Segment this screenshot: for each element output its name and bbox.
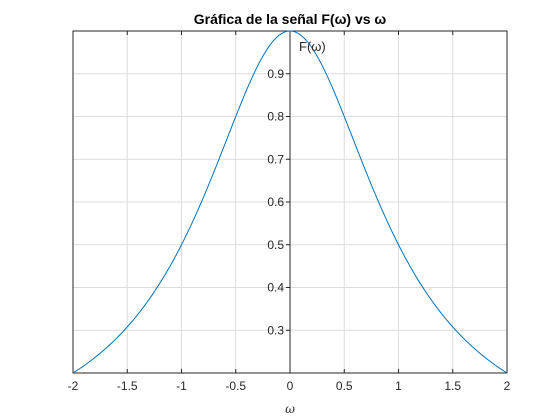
chart-title: Gráfica de la señal F(ω) vs ω bbox=[194, 11, 387, 27]
y-tick-label: 0.9 bbox=[267, 67, 284, 81]
y-tick-label: 0.7 bbox=[267, 152, 284, 166]
y-tick-label: 0.3 bbox=[267, 323, 284, 337]
x-tick-label: 0.5 bbox=[336, 379, 353, 393]
x-tick-label: -0.5 bbox=[225, 379, 246, 393]
series-layer bbox=[72, 30, 508, 374]
x-tick-label: 1 bbox=[395, 379, 402, 393]
x-axis-label: ω bbox=[285, 402, 295, 416]
y-tick-label: 0.8 bbox=[267, 110, 284, 124]
y-tick-label: 0.5 bbox=[267, 238, 284, 252]
y-tick-label: 0.4 bbox=[267, 281, 284, 295]
x-tick-label: 0 bbox=[287, 379, 294, 393]
series-line bbox=[72, 30, 508, 374]
x-tick-label: 1.5 bbox=[444, 379, 461, 393]
x-tick-label: -1.5 bbox=[117, 379, 138, 393]
y-tick-labels: 0.3 0.4 0.5 0.6 0.7 0.8 0.9 bbox=[267, 67, 284, 338]
x-tick-labels: -2 -1.5 -1 -0.5 0 0.5 1 1.5 2 bbox=[68, 379, 511, 393]
x-tick-label: -1 bbox=[176, 379, 187, 393]
x-tick-label: -2 bbox=[68, 379, 79, 393]
curve-annotation: F(ω) bbox=[299, 39, 326, 54]
y-tick-label: 0.6 bbox=[267, 195, 284, 209]
x-tick-label: 2 bbox=[504, 379, 511, 393]
